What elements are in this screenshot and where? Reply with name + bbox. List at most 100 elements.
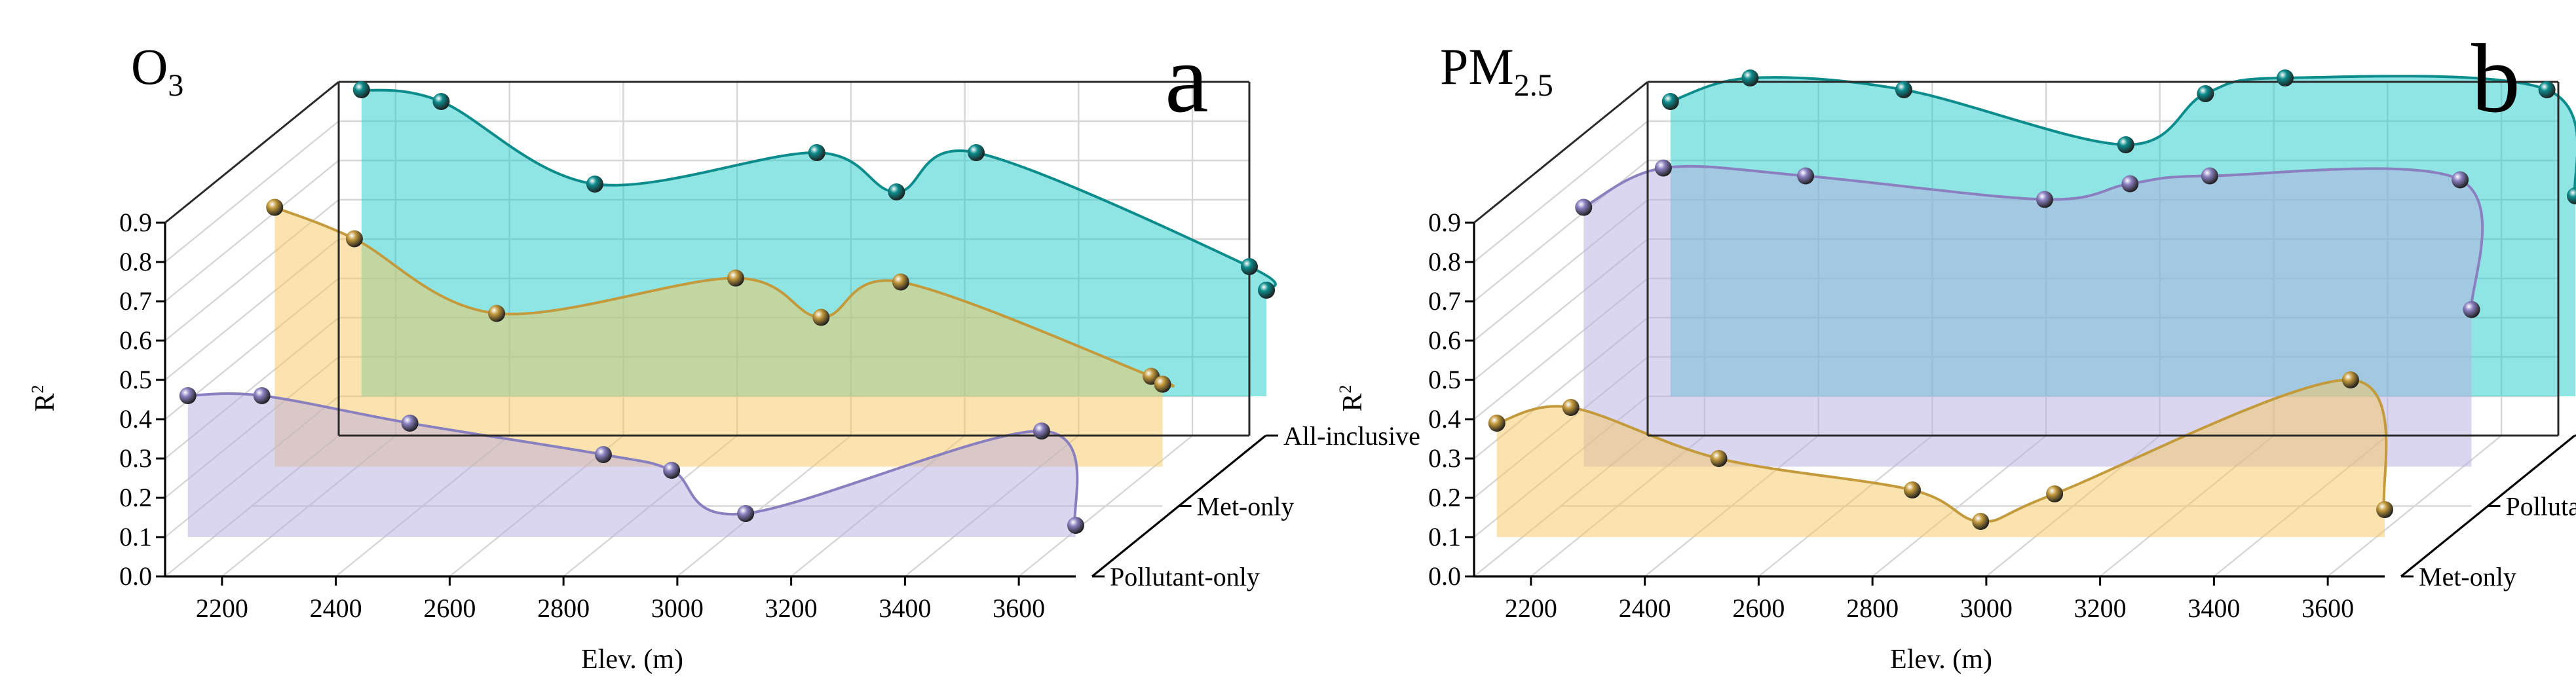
panel-a-title: O3	[131, 38, 183, 103]
data-point-met-only	[812, 309, 830, 326]
y-tick-label: 0.5	[119, 365, 152, 394]
y-tick-label: 0.6	[1428, 326, 1461, 355]
data-point-pollutant-only	[2463, 301, 2480, 318]
x-tick-label: 3400	[2188, 593, 2240, 623]
series-line-met-only	[274, 206, 1175, 388]
data-point-all-inclusive	[2117, 136, 2134, 153]
y-tick-label: 0.3	[1428, 443, 1461, 473]
y-tick-label: 0.9	[1428, 208, 1461, 237]
data-point-all-inclusive	[1258, 282, 1276, 299]
data-point-met-only	[2046, 485, 2064, 502]
series-line-all-inclusive	[361, 88, 1277, 291]
category-label-met-only: Met-only	[2419, 562, 2516, 591]
x-tick-label: 2800	[1846, 593, 1899, 623]
x-tick-label: 2600	[1732, 593, 1785, 623]
grid-line	[1473, 121, 1648, 263]
data-point-all-inclusive	[586, 176, 603, 193]
x-tick-label: 2200	[1505, 593, 1557, 623]
data-point-all-inclusive	[968, 144, 985, 161]
panel-b: 2200 2400 2600 2800 3000 3200 3400 3600 0.0 0.1 0.…	[1336, 24, 2576, 675]
x-tick-label: 3600	[993, 593, 1045, 623]
panel-a-letter: a	[1165, 24, 1209, 133]
series-line-pollutant-only	[1583, 164, 2484, 310]
data-point-met-only	[1562, 399, 1580, 416]
y-tick-label: 0.1	[1428, 522, 1461, 552]
data-point-all-inclusive	[352, 81, 370, 98]
data-point-met-only	[1154, 375, 1171, 393]
x-tick-label: 2400	[1619, 593, 1671, 623]
data-point-pollutant-only	[2121, 175, 2139, 193]
y-axis-label: R2	[1336, 384, 1368, 411]
x-tick-label: 2600	[423, 593, 476, 623]
y-tick-label: 0.8	[119, 247, 152, 276]
x-axis-label: Elev. (m)	[1890, 645, 1992, 675]
data-point-all-inclusive	[432, 93, 450, 110]
data-point-pollutant-only	[1575, 198, 1593, 216]
data-point-all-inclusive	[2567, 187, 2576, 204]
data-point-all-inclusive	[1741, 69, 1759, 86]
y-tick-label: 0.7	[119, 286, 152, 316]
x-tick-label: 3000	[651, 593, 704, 623]
data-point-all-inclusive	[808, 144, 825, 161]
data-point-all-inclusive	[1661, 93, 1679, 110]
panel-a: 2200 2400 2600 2800 3000 3200 3400 3600 0.0 0.1 0.…	[28, 24, 1420, 675]
data-point-met-only	[727, 269, 744, 287]
data-point-all-inclusive	[2197, 85, 2214, 102]
data-point-met-only	[1972, 513, 1990, 530]
y-tick-label: 0.2	[119, 483, 152, 512]
category-label-pollutant-only: Pollutant-only	[1110, 562, 1260, 591]
x-tick-label: 2400	[310, 593, 362, 623]
ribbon-met-only	[1496, 379, 2387, 537]
frame-edge	[164, 81, 339, 224]
y-tick-label: 0.0	[1428, 561, 1461, 591]
ribbon-pollutant-only	[1583, 166, 2483, 467]
y-tick-label: 0.5	[1428, 365, 1461, 394]
category-label-pollutant-only: Pollutant-only	[2506, 492, 2576, 521]
series-line-pollutant-only	[187, 392, 1079, 526]
data-point-all-inclusive	[1895, 81, 1912, 98]
x-tick-label: 3600	[2301, 593, 2354, 623]
data-point-pollutant-only	[179, 387, 197, 404]
x-tick-label: 2800	[537, 593, 590, 623]
category-label-met-only: Met-only	[1197, 492, 1295, 521]
x-tick-label: 3000	[1960, 593, 2013, 623]
panel-b-title: PM2.5	[1440, 38, 1553, 103]
data-point-met-only	[345, 230, 363, 248]
y-tick-label: 0.7	[1428, 286, 1461, 316]
x-tick-label: 2200	[196, 593, 248, 623]
data-point-pollutant-only	[2452, 171, 2469, 189]
data-point-met-only	[266, 198, 284, 216]
data-point-pollutant-only	[663, 462, 681, 479]
y-tick-label: 0.1	[119, 522, 152, 552]
data-point-pollutant-only	[2036, 191, 2053, 208]
data-point-met-only	[1903, 481, 1921, 498]
category-label-all-inclusive: All-inclusive	[1283, 421, 1420, 451]
data-point-met-only	[1488, 415, 1506, 432]
data-point-all-inclusive	[888, 183, 905, 200]
data-point-met-only	[2341, 371, 2359, 388]
y-tick-label: 0.4	[119, 404, 152, 434]
x-tick-label: 3200	[765, 593, 818, 623]
series-line-all-inclusive	[1670, 75, 2576, 197]
data-point-met-only	[1710, 450, 1728, 467]
y-tick-label: 0.2	[1428, 483, 1461, 512]
data-point-pollutant-only	[253, 387, 271, 404]
data-point-met-only	[892, 273, 909, 291]
y-axis-label: R2	[28, 384, 60, 411]
x-axis-label: Elev. (m)	[581, 645, 683, 675]
data-point-all-inclusive	[2538, 81, 2556, 98]
y-tick-label: 0.4	[1428, 404, 1461, 434]
panel-b-letter: b	[2471, 24, 2520, 133]
data-point-met-only	[2376, 501, 2393, 518]
data-point-all-inclusive	[2277, 69, 2294, 86]
y-tick-label: 0.0	[119, 561, 152, 591]
y-tick-label: 0.6	[119, 326, 152, 355]
data-point-pollutant-only	[737, 505, 755, 522]
data-point-pollutant-only	[1797, 167, 1815, 185]
data-point-pollutant-only	[401, 415, 419, 432]
data-point-pollutant-only	[1032, 422, 1050, 440]
ribbon-met-only	[275, 207, 1174, 467]
data-point-pollutant-only	[594, 446, 612, 463]
data-point-met-only	[488, 305, 506, 322]
